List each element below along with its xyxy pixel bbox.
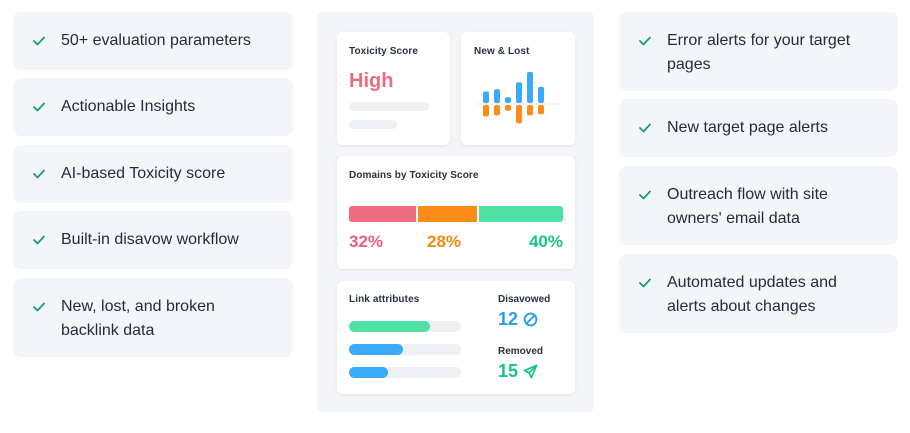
- feature-backlink-data: New, lost, and broken backlink data: [13, 278, 293, 357]
- new-lost-chart: [477, 71, 561, 124]
- percent-low: 40%: [528, 232, 563, 251]
- feature-text: Error alerts for your target pages: [667, 32, 851, 73]
- new-bar: [516, 82, 522, 103]
- attribute-bar-fill: [349, 321, 430, 332]
- new-bar: [538, 86, 544, 103]
- feature-error-alerts: Error alerts for your target pages: [619, 12, 898, 91]
- new-bar: [494, 89, 500, 103]
- new-bar: [505, 97, 511, 103]
- segment-medium: [418, 206, 477, 222]
- new-bar: [527, 71, 533, 103]
- attribute-bar: [349, 321, 461, 332]
- feature-text: Automated updates and alerts about chang…: [667, 274, 837, 315]
- feature-text: 50+ evaluation parameters: [61, 32, 251, 49]
- feature-actionable-insights: Actionable Insights: [13, 78, 293, 136]
- feature-evaluation-parameters: 50+ evaluation parameters: [13, 12, 293, 70]
- lost-bar: [538, 105, 544, 115]
- dashboard-preview: Toxicity Score High New & Lost Domains b…: [317, 12, 594, 412]
- feature-text: New, lost, and broken backlink data: [61, 298, 215, 339]
- toxicity-level: High: [349, 70, 394, 92]
- disavowed-label: Disavowed: [498, 294, 551, 305]
- segment-low: [479, 206, 563, 222]
- prohibited-icon: [523, 312, 538, 327]
- attribute-bar: [349, 344, 461, 355]
- feature-automated-updates: Automated updates and alerts about chang…: [619, 254, 898, 333]
- card-title: Domains by Toxicity Score: [349, 170, 479, 181]
- lost-bar: [505, 105, 511, 111]
- removed-label: Removed: [498, 346, 544, 357]
- removed-stat: 15: [498, 361, 538, 382]
- feature-outreach-flow: Outreach flow with site owners' email da…: [619, 166, 898, 245]
- attribute-bar-fill: [349, 367, 389, 378]
- feature-text: New target page alerts: [667, 119, 828, 136]
- check-icon: [639, 36, 651, 46]
- disavowed-stat: 12: [498, 309, 538, 330]
- lost-bar: [527, 105, 533, 116]
- feature-toxicity-score: AI-based Toxicity score: [13, 145, 293, 203]
- check-icon: [639, 278, 651, 288]
- segment-high: [349, 206, 417, 222]
- check-icon: [33, 235, 45, 245]
- check-icon: [639, 190, 651, 200]
- new-lost-card: New & Lost: [461, 32, 575, 145]
- link-attributes-card: Link attributes Disavowed 12 Removed 15: [337, 281, 575, 394]
- percent-high: 32%: [349, 232, 384, 251]
- card-title: Link attributes: [349, 294, 420, 305]
- lost-bar: [516, 105, 522, 124]
- check-icon: [33, 302, 45, 312]
- check-icon: [639, 123, 651, 133]
- percent-medium: 28%: [427, 232, 462, 251]
- new-bar: [483, 91, 489, 103]
- removed-count: 15: [498, 361, 519, 381]
- feature-disavow-workflow: Built-in disavow workflow: [13, 211, 293, 269]
- toxicity-score-card: Toxicity Score High: [337, 32, 450, 145]
- feature-text: Outreach flow with site owners' email da…: [667, 186, 828, 227]
- check-icon: [33, 36, 45, 46]
- domains-toxicity-card: Domains by Toxicity Score 32% 28% 40%: [337, 156, 575, 269]
- card-title: New & Lost: [474, 46, 530, 57]
- paper-plane-icon: [523, 364, 538, 379]
- lost-bar: [494, 105, 500, 116]
- toxicity-distribution-bar: [349, 206, 563, 222]
- check-icon: [33, 102, 45, 112]
- feature-new-target-alerts: New target page alerts: [619, 99, 898, 157]
- skeleton-line: [349, 120, 397, 129]
- card-title: Toxicity Score: [349, 46, 419, 57]
- lost-bar: [483, 105, 489, 117]
- attribute-bar: [349, 367, 461, 378]
- check-icon: [33, 169, 45, 179]
- feature-text: Actionable Insights: [61, 98, 196, 115]
- feature-text: Built-in disavow workflow: [61, 231, 239, 248]
- attribute-bar-fill: [349, 344, 403, 355]
- skeleton-line: [349, 102, 429, 111]
- disavowed-count: 12: [498, 309, 519, 329]
- feature-text: AI-based Toxicity score: [61, 165, 226, 182]
